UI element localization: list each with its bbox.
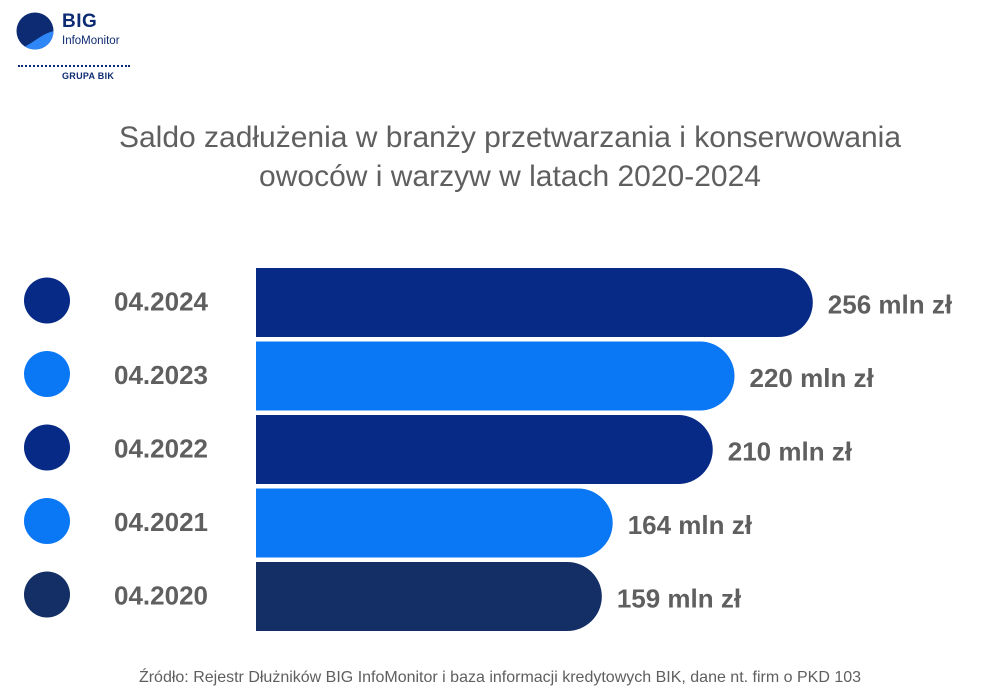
chart-title-line-1: Saldo zadłużenia w branży przetwarzania … xyxy=(118,121,902,154)
value-label: 164 mln zł xyxy=(628,510,753,540)
bar xyxy=(256,488,613,558)
category-marker-dot xyxy=(24,498,70,544)
logo-divider xyxy=(18,65,130,67)
bar xyxy=(256,562,602,631)
category-marker-dot xyxy=(24,571,70,618)
value-label: 256 mln zł xyxy=(828,290,953,320)
category-label: 04.2021 xyxy=(114,507,208,537)
value-label: 159 mln zł xyxy=(617,584,742,614)
logo-group-name: GRUPA BIK xyxy=(62,71,115,81)
value-label: 210 mln zł xyxy=(728,437,853,467)
big-infomonitor-logo: BIG InfoMonitor GRUPA BIK xyxy=(14,10,144,90)
value-label: 220 mln zł xyxy=(750,363,875,393)
category-label: 04.2024 xyxy=(114,287,209,317)
logo-subname: InfoMonitor xyxy=(62,35,120,47)
bar xyxy=(256,268,813,337)
bar xyxy=(256,341,735,411)
chart-title-line-2: owoców i warzyw w latach 2020-2024 xyxy=(259,160,761,193)
big-logo-icon xyxy=(16,12,54,50)
source-note: Źródło: Rejestr Dłużników BIG InfoMonito… xyxy=(138,669,862,686)
category-marker-dot xyxy=(24,351,70,397)
bar xyxy=(256,415,713,484)
bar-chart: 04.2024 256 mln zł 04.2023 220 mln zł 04.202… xyxy=(24,268,953,631)
category-marker-dot xyxy=(24,424,70,471)
category-label: 04.2023 xyxy=(114,360,208,390)
logo-name: BIG xyxy=(62,11,98,32)
category-label: 04.2020 xyxy=(114,581,208,611)
chart-title: Saldo zadłużenia w branży przetwarzania … xyxy=(60,118,960,196)
category-marker-dot xyxy=(24,277,70,324)
category-label: 04.2022 xyxy=(114,434,208,464)
